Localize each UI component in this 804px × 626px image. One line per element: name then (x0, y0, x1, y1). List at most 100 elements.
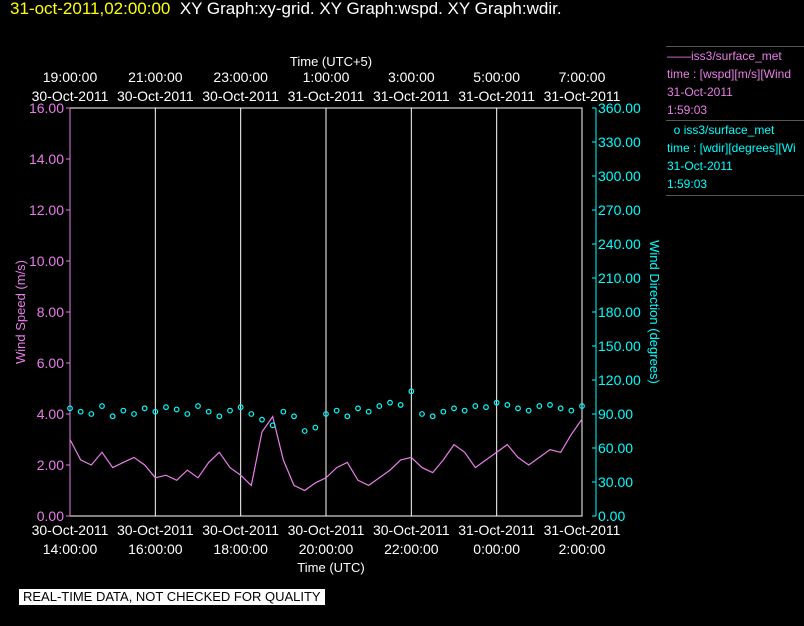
wind-direction-point (483, 404, 489, 411)
wind-direction-point (184, 411, 191, 417)
top-tick-date: 31-Oct-2011 (373, 88, 450, 104)
wind-direction-point (216, 413, 223, 420)
chart-header: 31-oct-2011,02:00:00 XY Graph:xy-grid. X… (10, 0, 562, 19)
wind-direction-point (312, 424, 319, 431)
bottom-tick-date: 30-Oct-2011 (373, 522, 450, 538)
wind-speed-axis: 0.00 2.00 4.00 6.00 8.00 10.00 12.00 14.00 16.00 (29, 100, 71, 524)
wind-direction-point (99, 403, 105, 409)
bottom-tick-time: 18:00:00 (213, 541, 268, 557)
top-axis-label: Time (UTC+5) (290, 54, 372, 69)
wind-speed-tick-label: 0.00 (37, 508, 64, 524)
bottom-tick-time: 20:00:00 (299, 541, 354, 557)
top-tick-time: 5:00:00 (473, 69, 520, 85)
wind-direction-tick-label: 30.00 (598, 474, 633, 490)
wind-direction-point (376, 403, 383, 409)
bottom-tick-date: 30-Oct-2011 (117, 522, 194, 538)
wind-direction-point (205, 408, 212, 415)
legend-wind-direction-time: 1:59:03 (667, 177, 708, 191)
wind-speed-tick-label: 8.00 (37, 304, 64, 320)
wind-direction-tick-label: 60.00 (598, 440, 633, 456)
bottom-axis-label: Time (UTC) (297, 560, 364, 575)
wind-direction-point (269, 422, 276, 429)
wind-direction-tick-label: 240.00 (598, 236, 641, 252)
wind-direction-tick-label: 360.00 (598, 100, 641, 116)
wind-direction-point (301, 428, 308, 434)
wind-direction-point (387, 399, 393, 406)
top-tick-date: 30-Oct-2011 (117, 88, 194, 104)
wind-direction-tick-label: 180.00 (598, 304, 641, 320)
wind-direction-point (280, 408, 287, 415)
wind-direction-point (88, 411, 95, 417)
wind-direction-point (291, 413, 297, 420)
wind-direction-point (515, 405, 521, 412)
wind-direction-point (131, 411, 137, 417)
quality-disclaimer: REAL-TIME DATA, NOT CHECKED FOR QUALITY (19, 589, 325, 605)
wind-direction-point (451, 405, 457, 412)
legend-wind-speed-date: 31-Oct-2011 (667, 85, 733, 99)
wind-direction-point (77, 408, 84, 415)
wind-direction-point (568, 407, 575, 414)
wind-speed-tick-label: 6.00 (37, 355, 64, 371)
wind-direction-point (333, 407, 340, 414)
wind-direction-point (227, 407, 233, 414)
top-tick-time: 21:00:00 (128, 69, 183, 85)
top-tick-time: 1:00:00 (303, 69, 350, 85)
wind-direction-point (141, 405, 148, 412)
top-tick-time: 3:00:00 (388, 69, 435, 85)
wind-direction-point (323, 411, 329, 417)
wind-speed-tick-label: 4.00 (37, 406, 64, 422)
top-tick-date: 31-Oct-2011 (544, 88, 621, 104)
wind-direction-tick-label: 90.00 (598, 406, 633, 422)
wind-direction-tick-label: 0.00 (598, 508, 625, 524)
legend-wind-speed: ——iss3/surface_met time : [wspd][m/s][Wi… (666, 46, 804, 119)
wind-direction-point (525, 407, 532, 414)
top-tick-time: 19:00:00 (43, 69, 98, 85)
wind-direction-point (429, 413, 436, 420)
wind-direction-point (536, 403, 543, 409)
top-tick-date: 30-Oct-2011 (32, 88, 109, 104)
bottom-tick-date: 30-Oct-2011 (32, 522, 109, 538)
legend-wind-speed-var: time : [wspd][m/s][Wind (667, 67, 792, 81)
wind-direction-point (237, 404, 244, 411)
legend-wind-direction-date: 31-Oct-2011 (667, 159, 733, 173)
wind-direction-tick-label: 120.00 (598, 372, 641, 388)
wind-speed-tick-label: 16.00 (29, 100, 64, 116)
wind-direction-point (259, 416, 265, 423)
legend-wind-speed-name: ——iss3/surface_met (667, 49, 782, 63)
wind-direction-point (120, 407, 127, 414)
wind-speed-axis-label: Wind Speed (m/s) (13, 260, 28, 364)
wind-speed-tick-label: 14.00 (29, 151, 64, 167)
wind-direction-point (109, 413, 116, 420)
wind-direction-point (397, 402, 404, 408)
top-tick-date: 31-Oct-2011 (288, 88, 365, 104)
wind-direction-tick-label: 150.00 (598, 338, 641, 354)
wind-direction-point (195, 403, 201, 409)
wind-direction-tick-label: 270.00 (598, 202, 641, 218)
wind-speed-tick-label: 12.00 (29, 202, 64, 218)
wind-direction-point (344, 413, 351, 420)
bottom-tick-time: 16:00:00 (128, 541, 183, 557)
graph-titles: XY Graph:xy-grid. XY Graph:wspd. XY Grap… (179, 0, 562, 18)
wind-direction-point (440, 408, 447, 415)
wind-speed-line (69, 415, 583, 492)
bottom-tick-date: 30-Oct-2011 (202, 522, 279, 538)
wind-direction-point (557, 405, 564, 412)
wind-speed-series (69, 415, 583, 492)
wind-direction-tick-label: 210.00 (598, 270, 641, 286)
bottom-tick-time: 22:00:00 (384, 541, 439, 557)
wind-direction-point (472, 403, 479, 409)
wind-direction-axis: 0.00 30.00 60.00 90.00 120.00 150.00 180.00 210… (592, 100, 641, 524)
wind-direction-point (173, 406, 180, 413)
legend-wind-direction-name: o iss3/surface_met (667, 123, 775, 137)
wind-direction-point (419, 411, 425, 417)
wind-speed-tick-label: 2.00 (37, 457, 64, 473)
vertical-gridlines (154, 108, 498, 516)
wind-speed-tick-label: 10.00 (29, 253, 64, 269)
wind-direction-tick-label: 330.00 (598, 134, 641, 150)
top-tick-time: 23:00:00 (213, 69, 268, 85)
legend-wind-direction-var: time : [wdir][degrees][Wi (667, 141, 796, 155)
wind-direction-point (461, 407, 468, 414)
wind-direction-axis-label: Wind Direction (degrees) (647, 240, 662, 384)
wind-direction-point (579, 403, 585, 409)
